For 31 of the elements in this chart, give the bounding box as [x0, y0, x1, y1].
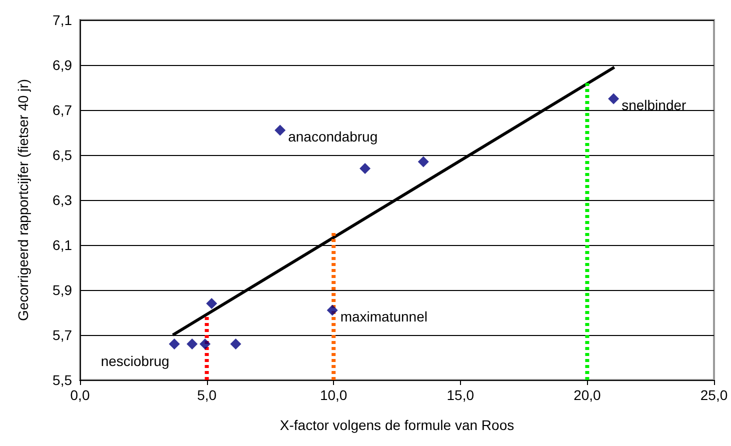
point [608, 93, 620, 104]
y-tick-label: 5,9 [52, 282, 72, 298]
y-tick-label: 6,7 [52, 102, 72, 118]
y-tick-label: 5,5 [52, 372, 72, 388]
y-axis-title: Gecorrigeerd rapportcijfer (fietser 40 jr) [15, 79, 31, 321]
annotation: maximatunnel [340, 308, 428, 324]
annotation: anacondabrug [288, 128, 378, 144]
x-tick-label: 10,0 [320, 387, 348, 403]
point [186, 338, 198, 350]
point [206, 298, 218, 309]
point [418, 156, 429, 168]
y-tick-label: 7,1 [52, 12, 72, 28]
x-tick-label: 25,0 [700, 387, 728, 403]
y-tick-label: 5,7 [52, 327, 72, 343]
point [230, 338, 242, 350]
point [168, 338, 180, 350]
annotation: snelbinder [622, 96, 687, 113]
y-tick-label: 6,5 [52, 147, 72, 163]
point [360, 163, 371, 174]
x-axis-title: X-factor volgens de formule van Roos [280, 417, 514, 433]
x-tick-label: 20,0 [574, 387, 602, 403]
y-tick-label: 6,3 [52, 192, 72, 208]
x-tick-label: 5,0 [197, 387, 217, 403]
y-tick-label: 6,9 [52, 57, 72, 73]
y-tick-label: 6,1 [52, 237, 72, 253]
x-tick-label: 15,0 [446, 387, 474, 403]
point [326, 304, 338, 316]
point [200, 338, 211, 350]
annotation: nesciobrug [100, 353, 170, 369]
point [274, 124, 286, 136]
x-tick-label: 0,0 [70, 387, 90, 403]
